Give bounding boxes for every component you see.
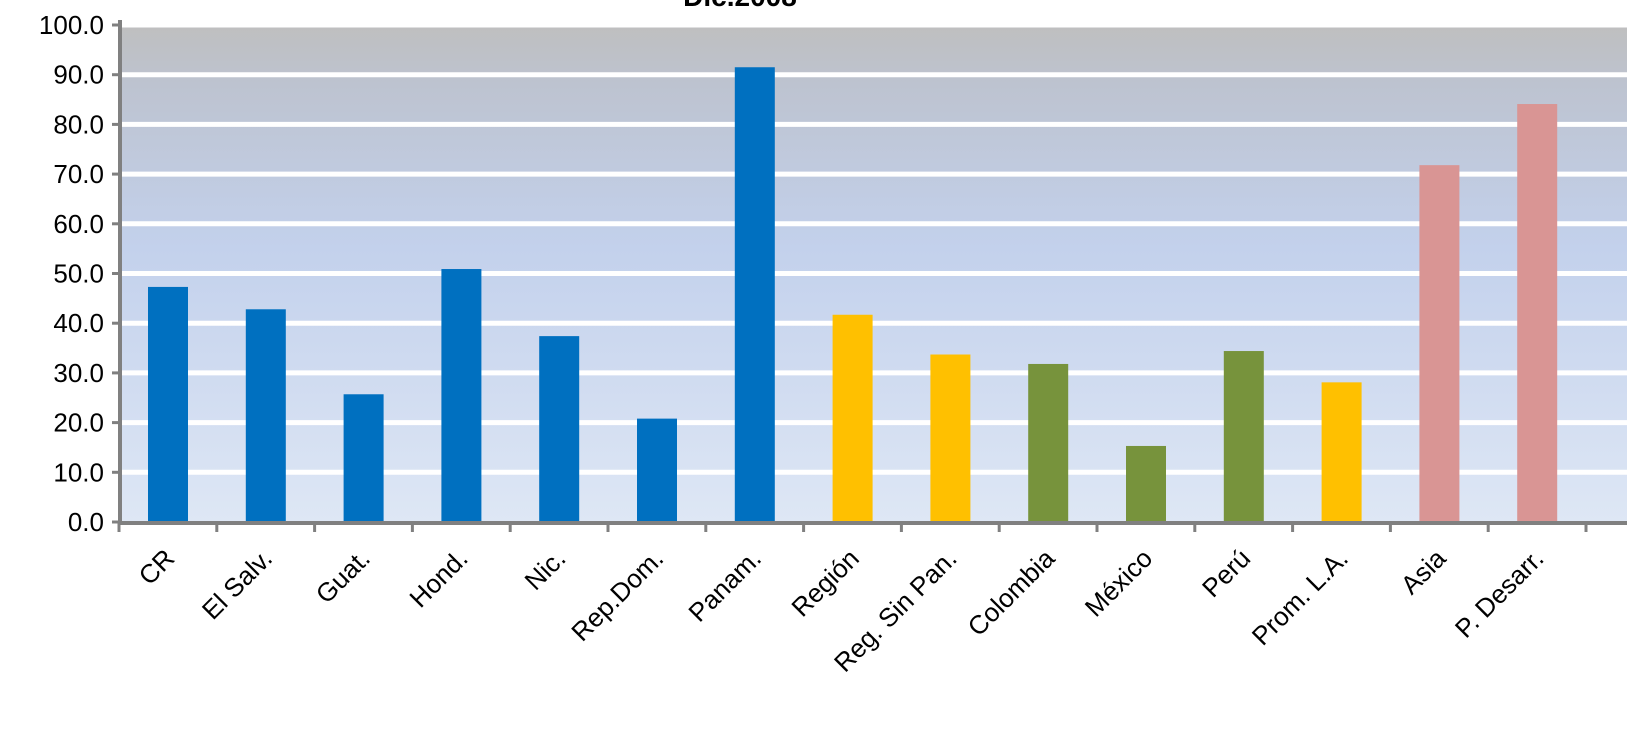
bar [734,67,775,523]
bar [930,354,971,522]
gridlines [120,22,1627,475]
x-tick-label: Hond. [403,543,473,613]
x-tick-label: Guat. [310,543,376,609]
y-tick-label: 100.0 [39,10,104,40]
x-tick-label: Asia [1395,543,1452,600]
bars [148,67,1558,523]
y-axis-ticks: 0.0 10.0 20.0 30.0 40.0 50.0 60.0 70.0 80.0 90.0 1… [39,10,120,537]
x-tick-label: El Salv. [196,543,278,625]
x-tick-label: CR [132,543,180,591]
x-tick-label: Perú [1196,543,1256,603]
x-tick-label: P. Desarr. [1449,543,1550,644]
y-tick-label: 0.0 [68,507,104,537]
bar [1517,104,1558,522]
y-tick-label: 30.0 [53,358,104,388]
y-tick-label: 80.0 [53,109,104,139]
x-tick-label: Prom. L.A. [1246,543,1354,651]
bar [637,418,677,522]
x-tick-label: Panam. [682,543,767,628]
bar [1321,382,1362,522]
x-tick-label: Colombia [962,543,1061,642]
chart-title: Dic.2008 [683,0,797,12]
y-tick-label: 70.0 [53,159,104,189]
y-tick-label: 40.0 [53,308,104,338]
y-tick-label: 50.0 [53,259,104,289]
bar [1223,351,1264,522]
x-axis-ticks: CR El Salv. Guat. Hond. Nic.Rep.Dom. Panam. Re… [117,522,1588,678]
bar [539,336,580,522]
bar [148,286,188,522]
bar [441,269,482,522]
y-tick-label: 60.0 [53,209,104,239]
y-tick-label: 10.0 [53,457,104,487]
bar [1126,445,1166,522]
bar [245,309,286,522]
x-tick-label: Rep.Dom. [565,543,669,647]
y-tick-label: 20.0 [53,408,104,438]
bar [343,394,384,522]
bar [1419,165,1460,523]
x-tick-label: Región [785,543,864,622]
x-tick-label: Nic. [519,543,572,596]
x-tick-label: México [1079,543,1158,622]
bar [832,314,873,522]
y-tick-label: 90.0 [53,60,104,90]
bar [1028,363,1069,522]
